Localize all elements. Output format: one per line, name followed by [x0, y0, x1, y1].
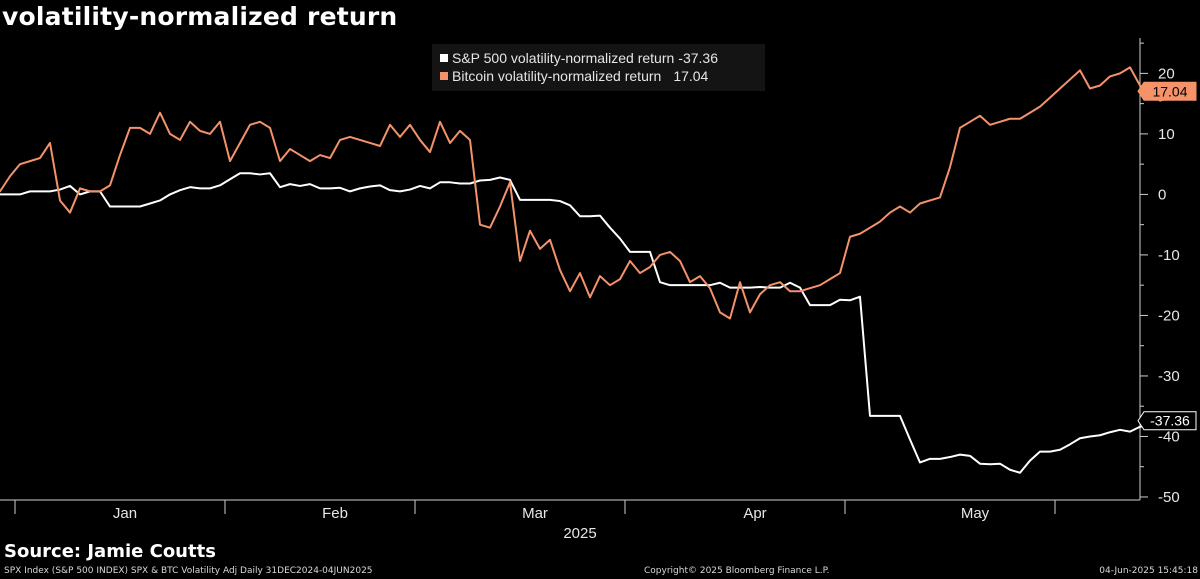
- value-tag-shape: [1137, 411, 1197, 431]
- x-tick-label: Mar: [522, 505, 548, 522]
- y-tick-label: 20: [1158, 65, 1175, 82]
- sp500-series-line: [0, 172, 1171, 474]
- axis-labels: 20 10 0 -10 -20 -30 -40 -50 Jan Feb Mar Apr May 2025 -…: [113, 65, 1197, 542]
- y-tick-label: -40: [1158, 428, 1180, 445]
- bitcoin-last-value-tag: 17.04: [1137, 81, 1197, 101]
- y-tick-label: 10: [1158, 126, 1175, 143]
- y-tick-label: -30: [1158, 368, 1180, 385]
- sp500-last-value-tag: -37.36: [1137, 411, 1197, 431]
- legend-label: S&P 500 volatility-normalized return: [452, 50, 675, 66]
- x-tick-label: Apr: [743, 505, 766, 522]
- x-tick-label: Feb: [322, 505, 348, 522]
- legend-swatch-bitcoin: [440, 72, 448, 80]
- series-lines: [0, 66, 1191, 474]
- value-tag-text: -37.36: [1150, 413, 1190, 429]
- x-year-label: 2025: [563, 525, 596, 542]
- legend-swatch-sp500: [440, 54, 448, 62]
- y-tick-label: -50: [1158, 489, 1180, 506]
- footer-copyright: Copyright© 2025 Bloomberg Finance L.P.: [644, 566, 830, 576]
- x-tick-label: May: [961, 505, 990, 522]
- legend-value: -37.36: [678, 50, 718, 66]
- footer-timestamp: 04-Jun-2025 15:45:18: [1099, 566, 1198, 576]
- legend: S&P 500 volatility-normalized return -37.…: [432, 44, 765, 91]
- footer-ticker-info: SPX Index (S&P 500 INDEX) SPX & BTC Vola…: [4, 566, 373, 576]
- chart-title: volatility-normalized return: [2, 2, 398, 31]
- y-tick-label: -10: [1158, 247, 1180, 264]
- x-tick-label: Jan: [113, 505, 137, 522]
- value-tag-text: 17.04: [1152, 83, 1187, 99]
- bitcoin-series-line: [0, 66, 1191, 320]
- source-note: Source: Jamie Coutts: [4, 541, 216, 562]
- value-tag-shape: [1137, 81, 1197, 101]
- legend-value: 17.04: [673, 68, 709, 84]
- y-tick-label: -20: [1158, 307, 1180, 324]
- axes: [0, 38, 1148, 514]
- y-tick-label: 0: [1158, 186, 1166, 203]
- legend-item-sp500: S&P 500 volatility-normalized return -37.…: [440, 50, 718, 68]
- legend-label: Bitcoin volatility-normalized return: [452, 68, 662, 84]
- legend-item-bitcoin: Bitcoin volatility-normalized return 17.0…: [440, 68, 708, 86]
